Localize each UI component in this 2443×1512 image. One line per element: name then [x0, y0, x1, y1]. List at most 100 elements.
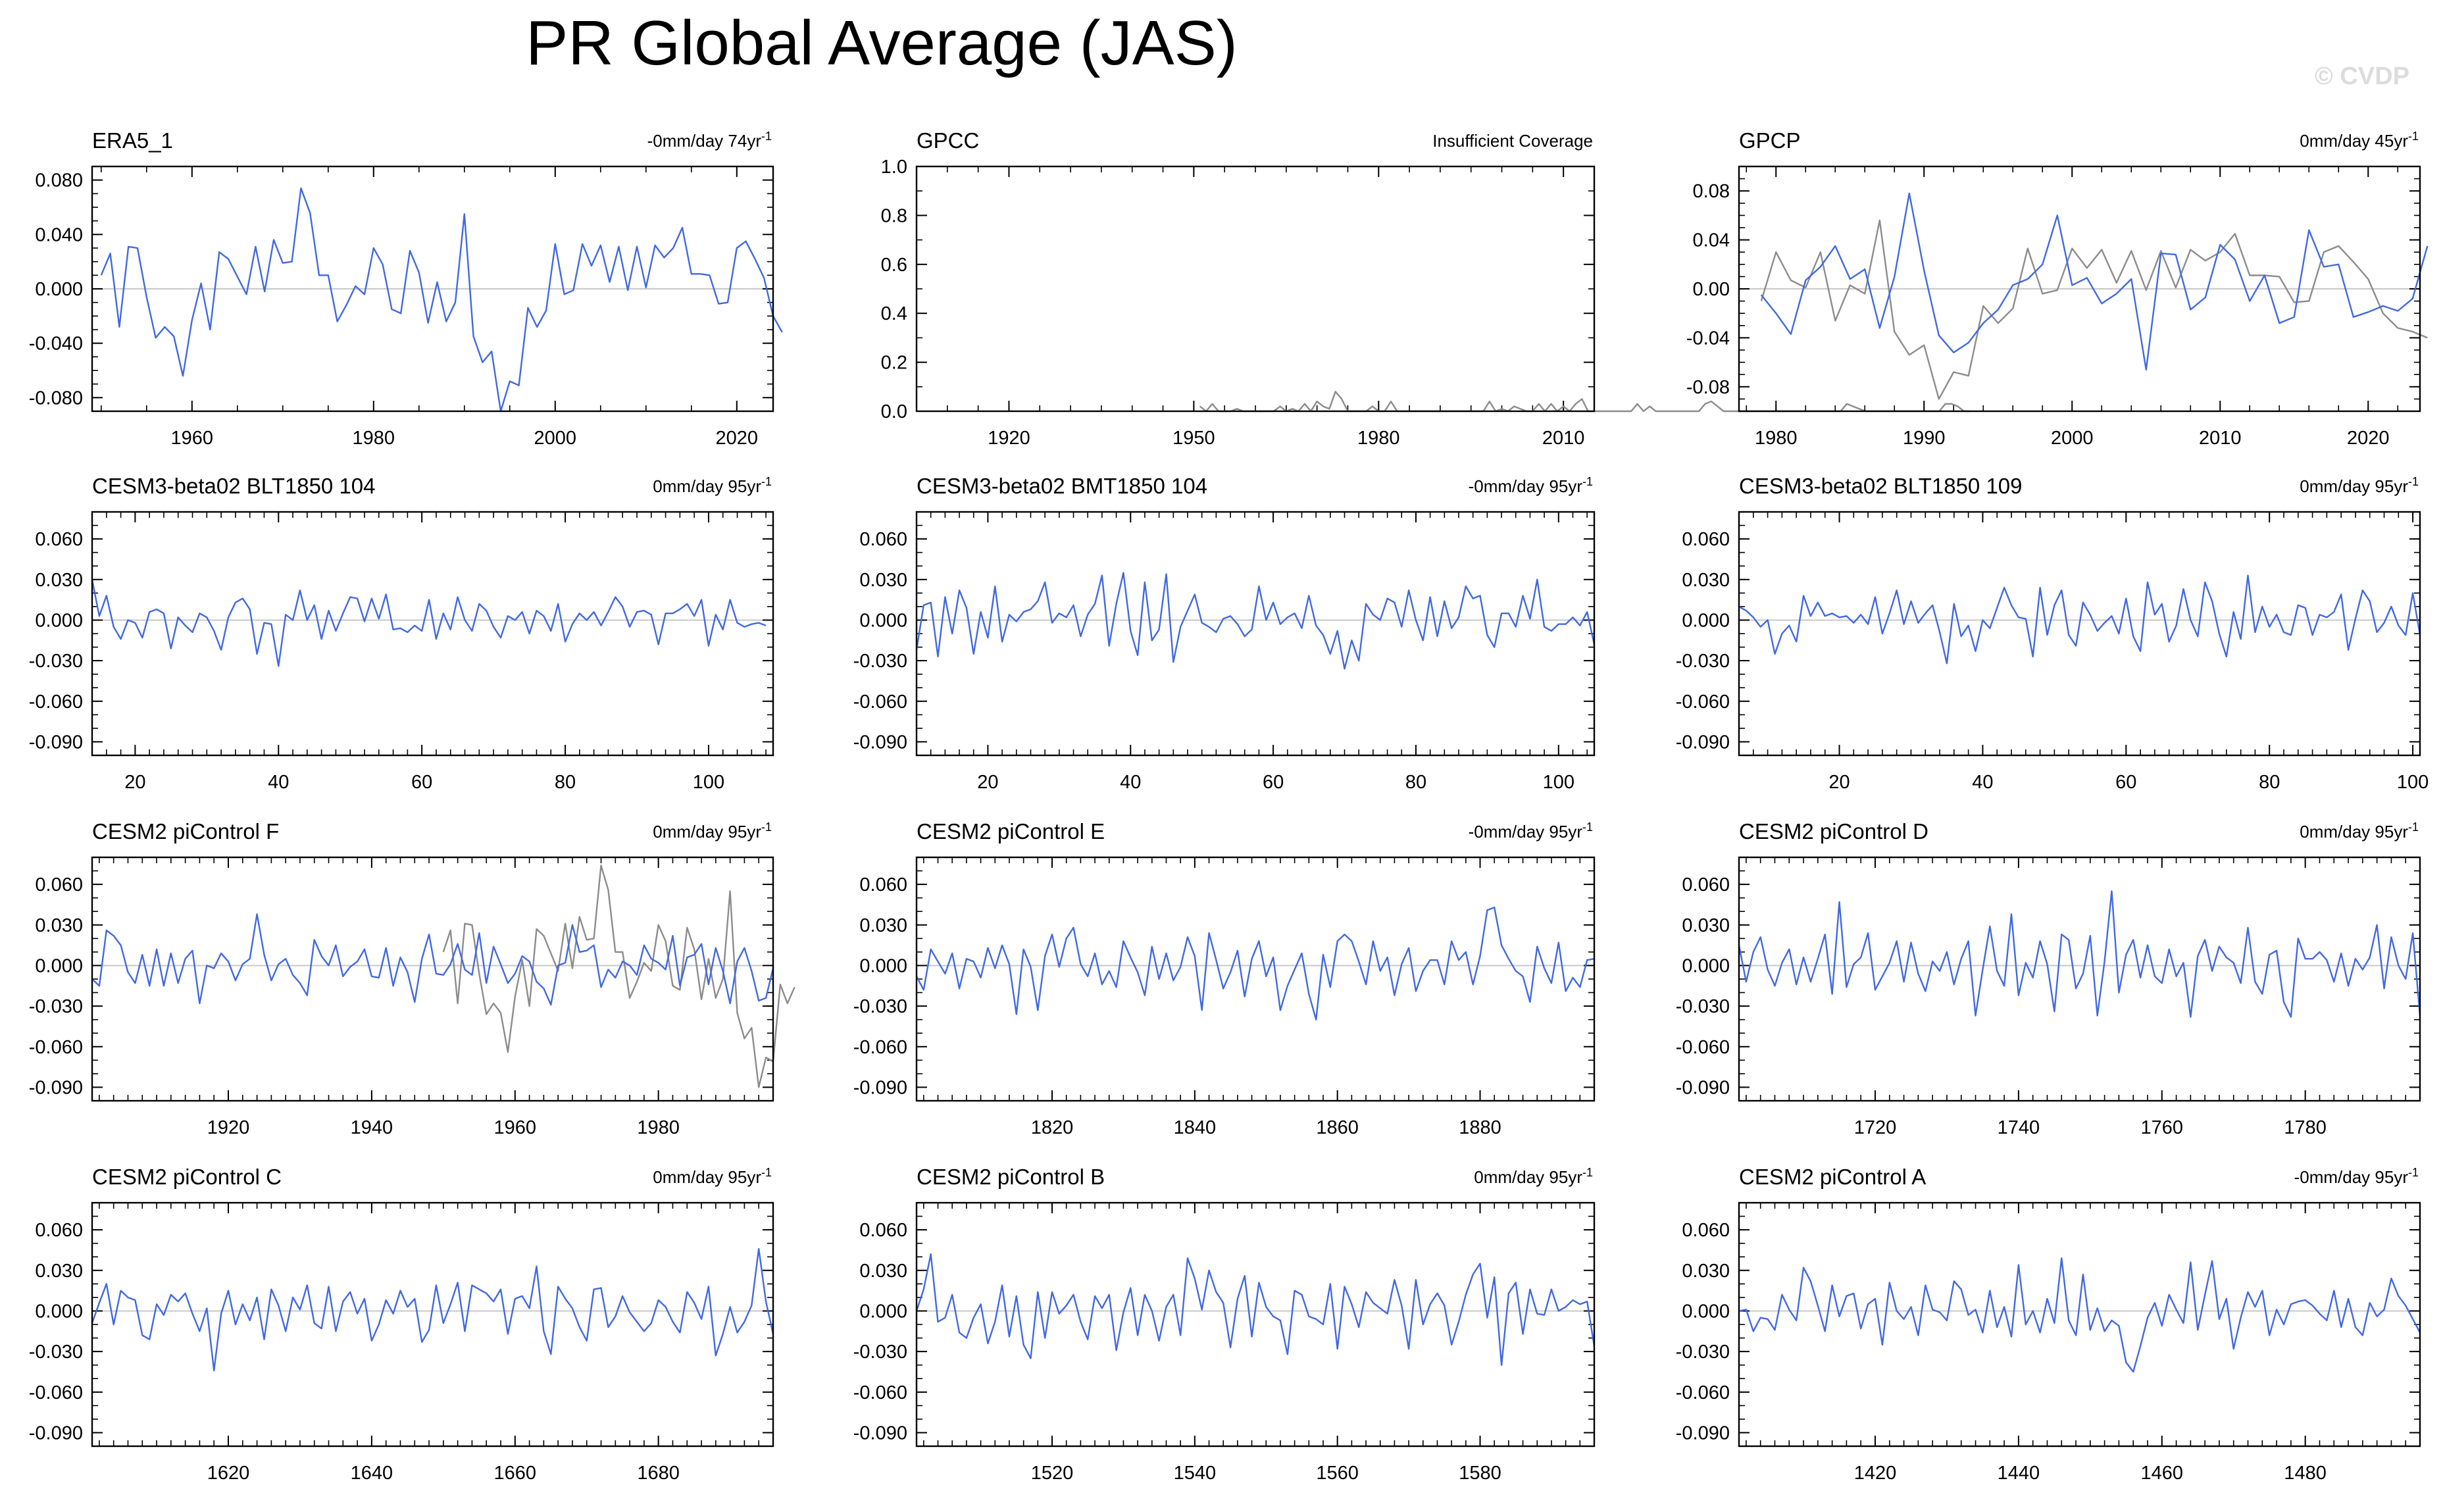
y-tick-label: 0.4: [881, 303, 907, 324]
trend-annotation: -0mm/day 95yr-1: [1469, 475, 1593, 496]
x-tick-label: 100: [693, 772, 724, 793]
x-tick-label: 1660: [494, 1463, 537, 1484]
plot-frame: [915, 511, 1596, 757]
series-line-era5: [442, 865, 795, 1088]
series-line-picontrol-b: [915, 1253, 1596, 1366]
plot-frame: [91, 165, 774, 413]
y-tick-label: 0.060: [35, 1220, 83, 1241]
x-tick-label: 1980: [353, 428, 395, 449]
chart-panel-9: CESM2 piControl D 0mm/day 95yr-1 -0.090 -0.…: [1676, 819, 2421, 1138]
y-tick-label: 0.000: [859, 1301, 907, 1322]
x-tick-label: 1960: [494, 1117, 537, 1138]
x-tick-label: 60: [2115, 772, 2136, 793]
y-tick-label: 0.030: [1682, 915, 1730, 936]
y-tick-label: 0.6: [881, 255, 907, 276]
x-tick-label: 1990: [1903, 428, 1946, 449]
chart-panel-7: CESM2 piControl F 0mm/day 95yr-1 -0.090 -0.…: [29, 819, 795, 1138]
y-tick-label: -0.090: [29, 1423, 83, 1444]
plot-frame: [91, 856, 774, 1102]
panel-title: GPCP: [1739, 128, 1801, 153]
x-tick-label: 80: [2259, 772, 2280, 793]
trend-annotation-exponent: -1: [761, 130, 772, 143]
y-tick-label: -0.04: [1686, 328, 1730, 349]
y-tick-label: -0.030: [1676, 651, 1730, 672]
y-tick-label: -0.090: [1676, 1423, 1730, 1444]
series-line-picontrol-a: [1738, 1257, 2421, 1373]
series-line-gpcc: [1199, 391, 1971, 413]
chart-panel-8: CESM2 piControl E -0mm/day 95yr-1 -0.090 -0…: [853, 819, 1596, 1138]
y-tick-label: -0.08: [1686, 377, 1730, 398]
x-tick-label: 80: [1405, 772, 1426, 793]
y-tick-label: -0.060: [1676, 1382, 1730, 1403]
x-tick-label: 1420: [1854, 1463, 1897, 1484]
y-tick-label: -0.060: [29, 1037, 83, 1058]
chart-panel-5: CESM3-beta02 BMT1850 104 -0mm/day 95yr-1-…: [853, 474, 1596, 793]
trend-annotation-exponent: -1: [1582, 475, 1593, 488]
y-tick-label: -0.030: [29, 996, 83, 1017]
plot-frame: [1738, 1201, 2421, 1448]
x-tick-label: 1460: [2141, 1463, 2184, 1484]
x-tick-label: 20: [977, 772, 998, 793]
panel-title: CESM3-beta02 BLT1850 104: [92, 474, 376, 498]
y-tick-label: 0.060: [859, 874, 907, 895]
x-tick-label: 60: [411, 772, 432, 793]
series-line-era5: [1760, 219, 2428, 400]
trend-annotation-exponent: -1: [1582, 820, 1593, 834]
trend-annotation: -0mm/day 95yr-1: [1469, 820, 1593, 842]
chart-panel-2: GPCC Insufficient Coverage 0.0 0.2 0.4 0.6 0.8…: [881, 128, 1971, 449]
y-tick-label: -0.080: [29, 388, 83, 409]
y-tick-label: 0.080: [35, 170, 83, 191]
y-tick-label: 0.030: [1682, 1261, 1730, 1282]
x-tick-label: 1860: [1316, 1117, 1359, 1138]
panel-title: CESM2 piControl C: [92, 1165, 282, 1189]
series-line-picontrol-e: [915, 906, 1595, 1021]
x-tick-label: 1840: [1174, 1117, 1217, 1138]
series-line-picontrol-d: [1738, 890, 2421, 1018]
y-tick-label: -0.090: [29, 1077, 83, 1098]
x-tick-label: 1920: [207, 1117, 250, 1138]
panel-title: CESM2 piControl E: [917, 819, 1105, 844]
trend-annotation-exponent: -1: [2408, 1166, 2419, 1179]
series-line-blt1850-104: [91, 579, 767, 667]
y-tick-label: 0.000: [1682, 955, 1730, 976]
trend-annotation: 0mm/day 45yr-1: [2300, 130, 2419, 151]
y-tick-label: -0.060: [1676, 692, 1730, 713]
chart-panel-1: ERA5_1 -0mm/day 74yr-1 -0.080 -0.040 0.000 0.…: [29, 128, 783, 449]
y-tick-label: 0.060: [1682, 529, 1730, 550]
panel-title: CESM2 piControl F: [92, 819, 279, 844]
y-tick-label: -0.060: [1676, 1037, 1730, 1058]
y-tick-label: 0.030: [35, 570, 83, 591]
y-tick-label: 0.000: [1682, 1301, 1730, 1322]
x-tick-label: 1920: [988, 428, 1030, 449]
x-tick-label: 20: [124, 772, 145, 793]
trend-annotation-exponent: -1: [2408, 475, 2419, 488]
plot-frame: [91, 511, 774, 757]
y-tick-label: -0.090: [853, 1423, 907, 1444]
y-tick-label: -0.030: [853, 651, 907, 672]
trend-annotation-exponent: -1: [1582, 1166, 1593, 1179]
x-tick-label: 1580: [1459, 1463, 1501, 1484]
trend-annotation: -0mm/day 74yr-1: [647, 130, 772, 151]
x-tick-label: 20: [1828, 772, 1850, 793]
trend-annotation: 0mm/day 95yr-1: [653, 475, 772, 496]
x-tick-label: 60: [1263, 772, 1284, 793]
y-tick-label: 0.000: [35, 955, 83, 976]
y-tick-label: -0.090: [853, 1077, 907, 1098]
y-tick-label: -0.030: [29, 1342, 83, 1363]
x-tick-label: 100: [1543, 772, 1574, 793]
x-tick-label: 2000: [2051, 428, 2094, 449]
x-tick-label: 1620: [207, 1463, 250, 1484]
y-tick-label: 0.08: [1693, 181, 1730, 202]
y-tick-label: 0.060: [35, 529, 83, 550]
chart-panel-12: CESM2 piControl A -0mm/day 95yr-1 -0.090 -0…: [1676, 1165, 2421, 1484]
trend-annotation: 0mm/day 95yr-1: [2300, 820, 2419, 842]
x-tick-label: 2010: [2199, 428, 2242, 449]
x-tick-label: 2000: [534, 428, 577, 449]
x-tick-label: 1880: [1459, 1117, 1501, 1138]
y-tick-label: 0.8: [881, 205, 907, 226]
x-tick-label: 40: [1120, 772, 1141, 793]
series-line-gpcp: [1760, 192, 2429, 370]
y-tick-label: 0.00: [1693, 279, 1730, 300]
plot-frame: [91, 1201, 774, 1448]
